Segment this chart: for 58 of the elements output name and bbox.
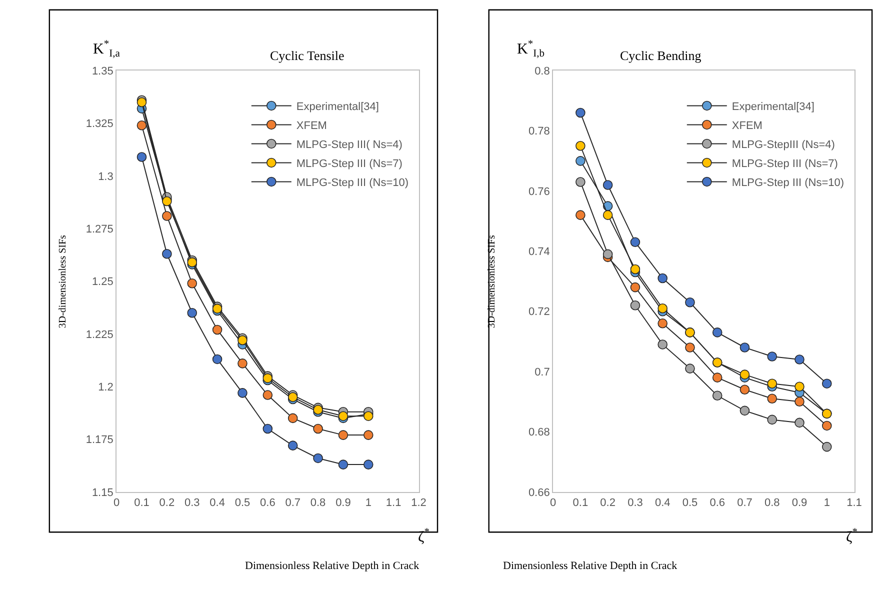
x-tick-label: 0.5 bbox=[682, 497, 698, 510]
legend-label: MLPG-Step III (Ns=10) bbox=[296, 177, 409, 190]
x-tick-label: 1.1 bbox=[386, 497, 402, 510]
x-tick-label: 0.8 bbox=[764, 497, 780, 510]
y-tick-label: 0.68 bbox=[528, 426, 550, 439]
y-tick-label: 1.2 bbox=[98, 381, 114, 394]
y-tick-label: 0.66 bbox=[528, 486, 550, 499]
x-tick-label: 0.4 bbox=[654, 497, 670, 510]
y-tick-label: 0.72 bbox=[528, 306, 550, 318]
y-tick-label: 1.25 bbox=[92, 276, 114, 288]
y-tick-label: 1.35 bbox=[92, 65, 114, 78]
x-axis-title: Dimensionless Relative Depth in Crack bbox=[503, 560, 678, 572]
y-tick-label: 0.74 bbox=[528, 246, 550, 258]
x-tick-label: 1.1 bbox=[846, 497, 862, 510]
y-tick-label: 1.3 bbox=[98, 170, 114, 183]
x-tick-label: 0.2 bbox=[159, 497, 175, 510]
y-axis-title: 3D-dimensionless SIFs bbox=[486, 234, 498, 328]
y-tick-label: 0.8 bbox=[534, 65, 550, 78]
x-tick-label: 1.2 bbox=[411, 497, 426, 510]
legend-label: MLPG-StepIII (Ns=4) bbox=[732, 139, 835, 152]
legend-label: MLPG-Step III (Ns=7) bbox=[732, 158, 838, 170]
y-tick-label: 0.7 bbox=[534, 366, 550, 378]
y-tick-label: 1.175 bbox=[86, 434, 114, 446]
x-tick-label: 0.9 bbox=[792, 497, 808, 510]
x-tick-label: 0.7 bbox=[285, 497, 300, 510]
y-tick-label: 0.78 bbox=[528, 126, 550, 138]
legend-label: Experimental[34] bbox=[296, 101, 379, 114]
x-tick-label: 0.3 bbox=[628, 497, 643, 510]
legend-label: Experimental[34] bbox=[732, 101, 814, 114]
x-tick-label: 0 bbox=[114, 497, 120, 510]
y-tick-label: 1.225 bbox=[86, 328, 114, 341]
legend-label: MLPG-Step III (Ns=10) bbox=[732, 177, 844, 190]
x-tick-label: 0.6 bbox=[710, 497, 725, 510]
x-tick-label: 0.5 bbox=[234, 497, 250, 510]
y-axis-title: 3D-dimensionless SIFs bbox=[58, 234, 69, 328]
x-tick-label: 0.8 bbox=[310, 497, 326, 510]
x-tick-label: 1 bbox=[365, 497, 372, 510]
y-tick-label: 0.76 bbox=[528, 186, 550, 198]
x-tick-label: 0.6 bbox=[260, 497, 276, 510]
x-tick-label: 0.1 bbox=[134, 497, 150, 510]
chart-title: Cyclic Bending bbox=[620, 48, 702, 63]
y-tick-label: 1.325 bbox=[86, 118, 114, 130]
x-tick-label: 0.9 bbox=[336, 497, 351, 510]
x-tick-label: 0.3 bbox=[184, 497, 200, 510]
y-tick-label: 1.275 bbox=[86, 223, 114, 236]
legend-label: XFEM bbox=[296, 120, 327, 132]
legend-label: MLPG-Step III (Ns=7) bbox=[296, 158, 402, 170]
x-tick-label: 1 bbox=[824, 497, 830, 510]
legend-label: XFEM bbox=[732, 120, 762, 132]
x-tick-label: 0.1 bbox=[572, 497, 588, 510]
chart-title: Cyclic Tensile bbox=[270, 48, 345, 63]
x-tick-label: 0.2 bbox=[600, 497, 616, 510]
legend-label: MLPG-Step III( Ns=4) bbox=[296, 139, 402, 152]
x-tick-label: 0.7 bbox=[737, 497, 752, 510]
y-tick-label: 1.15 bbox=[92, 486, 114, 499]
x-tick-label: 0.4 bbox=[210, 497, 225, 510]
x-tick-label: 0 bbox=[550, 497, 556, 510]
x-axis-title: Dimensionless Relative Depth in Crack bbox=[245, 560, 420, 572]
